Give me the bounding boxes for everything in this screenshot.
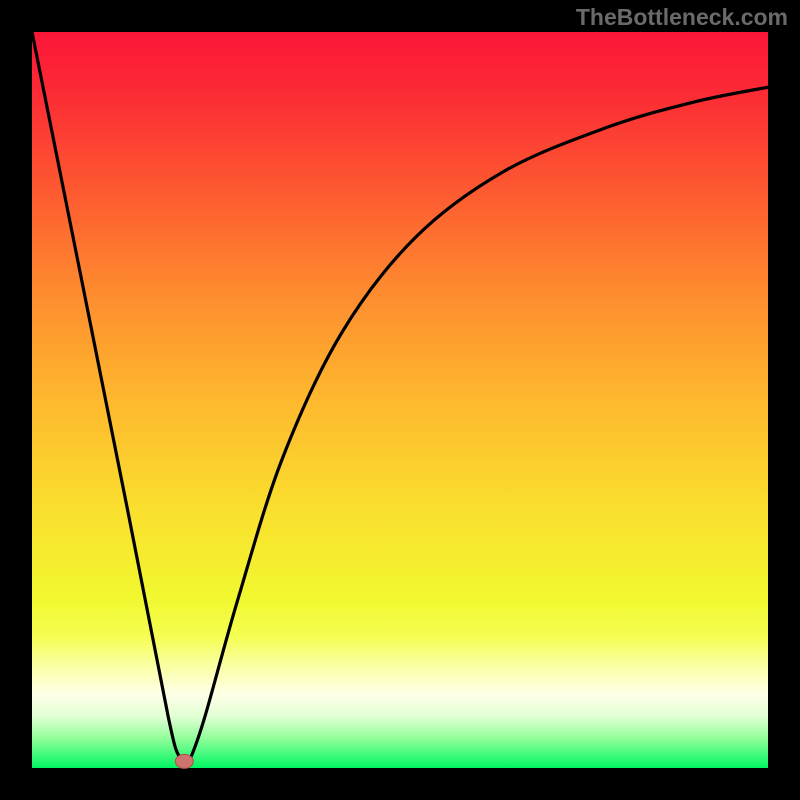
chart-container: TheBottleneck.com [0,0,800,800]
bottleneck-chart [0,0,800,800]
watermark-text: TheBottleneck.com [576,4,788,31]
plot-background [32,32,768,768]
optimal-point-marker [175,754,193,768]
